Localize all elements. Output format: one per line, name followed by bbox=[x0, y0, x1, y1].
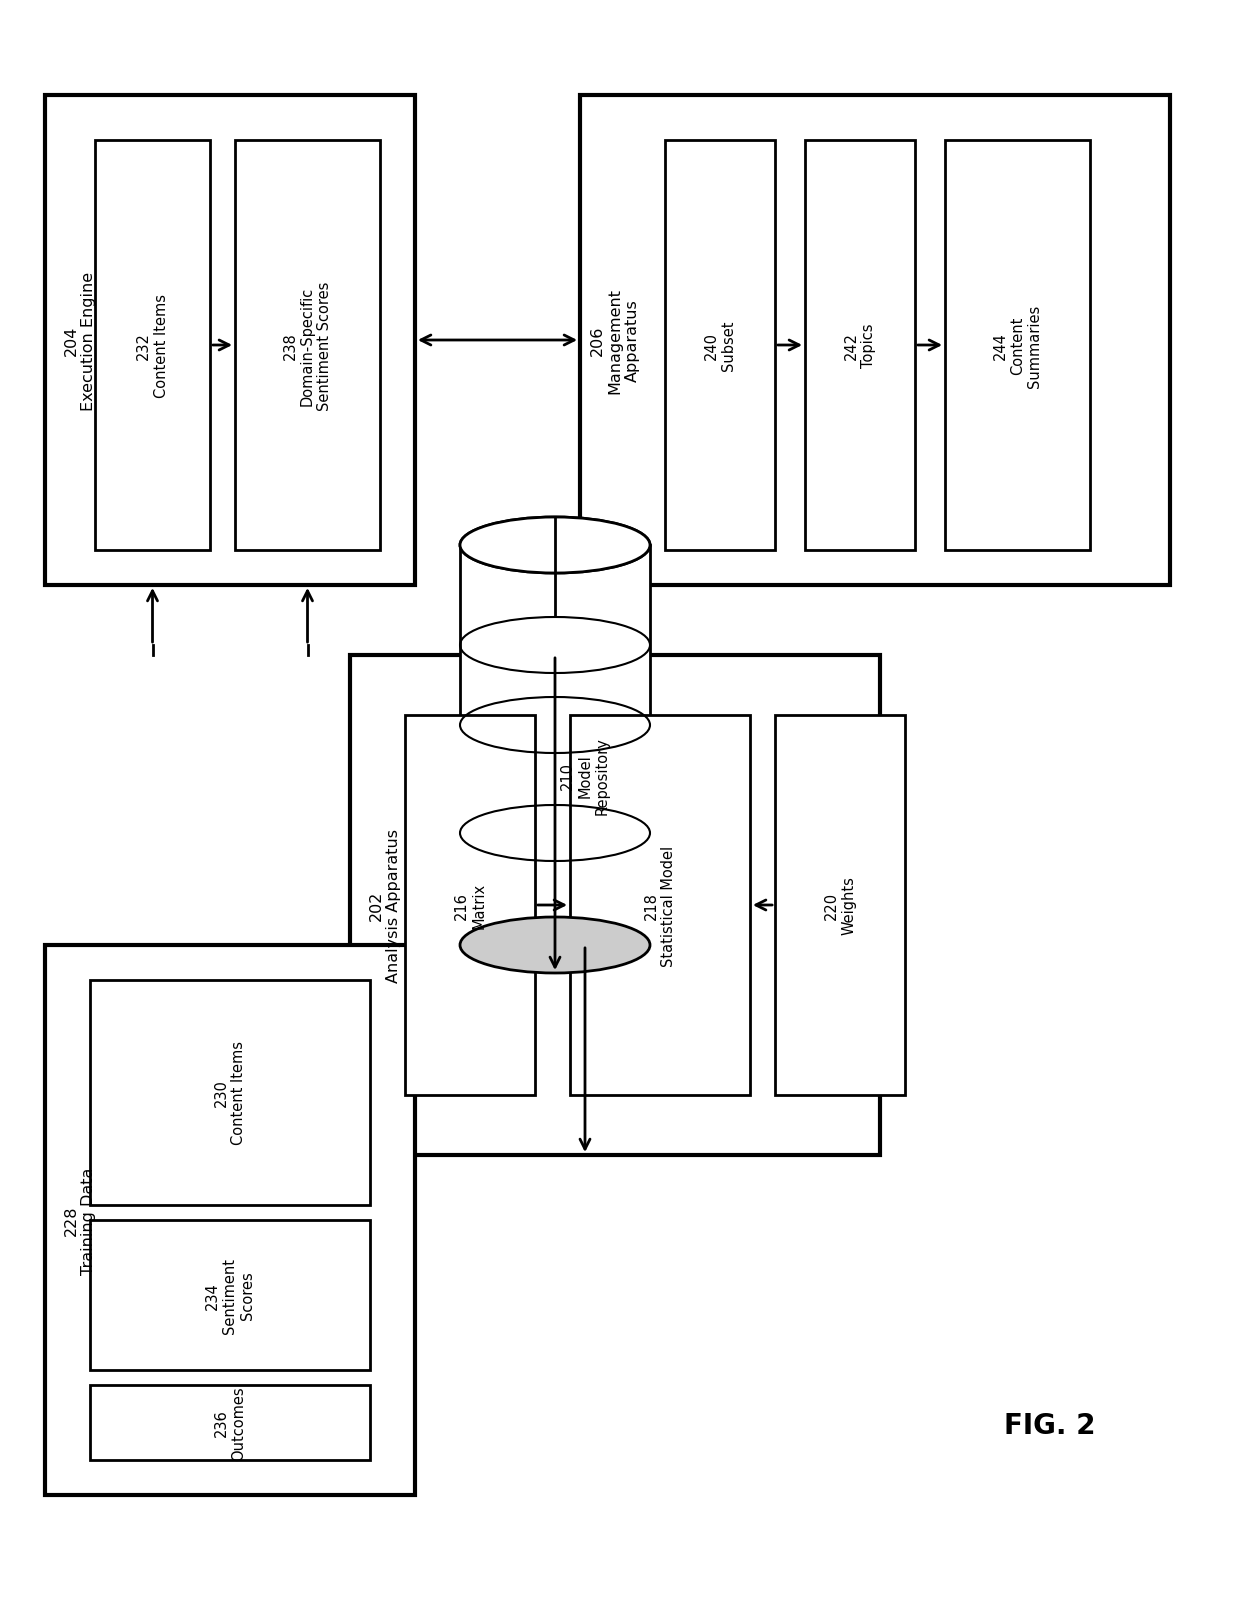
Text: 234
Sentiment
Scores: 234 Sentiment Scores bbox=[205, 1257, 255, 1334]
Bar bbox=[570, 716, 750, 1095]
Bar bbox=[775, 716, 905, 1095]
Bar bbox=[95, 141, 210, 551]
Text: 204
Execution Engine: 204 Execution Engine bbox=[63, 271, 97, 411]
Bar bbox=[350, 655, 880, 1156]
Bar bbox=[805, 141, 915, 551]
Ellipse shape bbox=[460, 518, 650, 573]
Text: 202
Analysis Apparatus: 202 Analysis Apparatus bbox=[368, 828, 402, 982]
Text: 240
Subset: 240 Subset bbox=[704, 321, 737, 371]
Bar bbox=[91, 981, 370, 1205]
Text: 232
Content Items: 232 Content Items bbox=[136, 294, 169, 398]
Text: 210
Model
Repository: 210 Model Repository bbox=[560, 737, 610, 814]
Text: 228
Training Data: 228 Training Data bbox=[63, 1167, 97, 1274]
Text: 206
Management
Apparatus: 206 Management Apparatus bbox=[590, 287, 640, 393]
Text: 216
Matrix: 216 Matrix bbox=[454, 883, 486, 928]
Bar bbox=[665, 141, 775, 551]
Bar bbox=[45, 945, 415, 1496]
Text: 236
Outcomes: 236 Outcomes bbox=[213, 1385, 247, 1461]
Text: 244
Content
Summaries: 244 Content Summaries bbox=[992, 305, 1043, 387]
Text: 218
Statistical Model: 218 Statistical Model bbox=[644, 844, 676, 966]
Text: 238
Domain-Specific
Sentiment Scores: 238 Domain-Specific Sentiment Scores bbox=[283, 281, 332, 411]
Text: 230
Content Items: 230 Content Items bbox=[213, 1042, 247, 1144]
Bar bbox=[91, 1220, 370, 1371]
Bar bbox=[91, 1385, 370, 1461]
Bar bbox=[580, 96, 1171, 586]
Bar bbox=[460, 546, 650, 945]
Bar bbox=[45, 96, 415, 586]
Text: 220
Weights: 220 Weights bbox=[823, 876, 856, 934]
Bar bbox=[405, 716, 534, 1095]
Ellipse shape bbox=[460, 518, 650, 573]
Bar bbox=[236, 141, 379, 551]
Text: 242
Topics: 242 Topics bbox=[843, 324, 877, 368]
Text: FIG. 2: FIG. 2 bbox=[1004, 1411, 1096, 1440]
Ellipse shape bbox=[460, 918, 650, 973]
Bar bbox=[945, 141, 1090, 551]
